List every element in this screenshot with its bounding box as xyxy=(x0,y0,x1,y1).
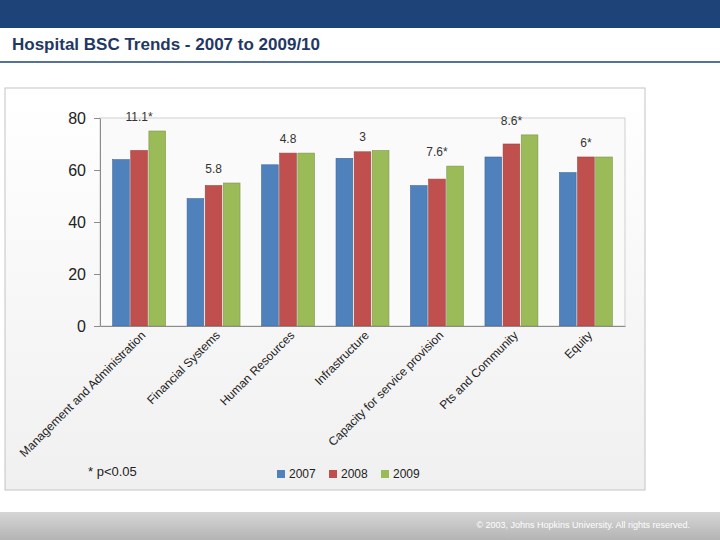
y-tick: 80 xyxy=(68,110,100,127)
bar xyxy=(280,153,297,326)
x-tick-label: Financial Systems xyxy=(144,328,223,407)
bar xyxy=(205,186,222,326)
bar xyxy=(131,151,148,327)
copyright: © 2003, Johns Hopkins University. All ri… xyxy=(476,520,690,530)
footnote: * p<0.05 xyxy=(88,464,137,479)
bar xyxy=(447,166,464,326)
annotation: 5.8 xyxy=(205,162,222,176)
y-tick: 0 xyxy=(77,318,100,335)
annotation: 3 xyxy=(359,130,366,144)
plot-area xyxy=(100,118,625,326)
annotation: 8.6* xyxy=(501,114,523,128)
x-tick: Infrastructure xyxy=(312,328,372,388)
series xyxy=(149,131,612,326)
bar xyxy=(578,157,595,326)
bar xyxy=(223,183,240,326)
y-tick-mark xyxy=(94,170,100,171)
y-tick-label: 60 xyxy=(68,162,86,179)
y-axis-line xyxy=(100,119,101,327)
header-bar xyxy=(0,0,720,28)
y-tick-mark xyxy=(94,274,100,275)
bar xyxy=(187,199,204,326)
y-tick-label: 20 xyxy=(68,266,86,283)
legend-swatch xyxy=(277,470,285,478)
x-tick-label: Capacity for service provision xyxy=(326,328,447,449)
x-axis: Management and AdministrationFinancial S… xyxy=(17,327,626,460)
x-tick: Pts and Community xyxy=(437,328,521,412)
y-tick-mark xyxy=(94,326,100,327)
bar xyxy=(149,131,166,326)
bar xyxy=(262,165,279,326)
y-tick-mark xyxy=(94,222,100,223)
legend: 2007 2008 2009 xyxy=(277,467,420,481)
y-tick-label: 0 xyxy=(77,318,86,335)
annotation: 6* xyxy=(580,136,592,150)
annotation: 11.1* xyxy=(126,110,153,124)
x-tick: Management and Administration xyxy=(17,328,149,460)
annotation: 7.6* xyxy=(426,145,448,159)
bar xyxy=(410,186,427,326)
legend-label: 2007 xyxy=(289,467,316,481)
x-tick-label: Pts and Community xyxy=(437,328,521,412)
slide: Hospital BSC Trends - 2007 to 2009/10 © 2… xyxy=(0,0,720,540)
bar xyxy=(113,160,130,326)
bar xyxy=(503,144,520,326)
bar xyxy=(298,153,315,326)
bar xyxy=(354,152,371,326)
annotations: 11.1* 5.8 4.8 3 7.6* 8.6* 6* xyxy=(126,110,592,176)
bar xyxy=(559,173,576,326)
legend-swatch xyxy=(329,470,337,478)
y-tick-label: 40 xyxy=(68,214,86,231)
x-tick-label: Infrastructure xyxy=(312,328,372,388)
legend-label: 2008 xyxy=(341,467,368,481)
chart-box xyxy=(5,88,645,490)
legend-label: 2009 xyxy=(393,467,420,481)
y-axis: 0 20 40 60 80 xyxy=(68,110,100,335)
x-tick-label: Management and Administration xyxy=(17,328,149,460)
y-tick: 60 xyxy=(68,162,100,179)
bars xyxy=(113,131,613,326)
x-tick: Capacity for service provision xyxy=(326,328,447,449)
bar xyxy=(372,151,389,327)
title: Hospital BSC Trends - 2007 to 2009/10 xyxy=(12,35,320,54)
y-tick: 40 xyxy=(68,214,100,231)
footer-bar xyxy=(0,512,720,540)
y-tick: 20 xyxy=(68,266,100,283)
x-axis-line xyxy=(101,326,626,327)
legend-swatch xyxy=(381,470,389,478)
x-tick: Financial Systems xyxy=(144,328,223,407)
bar xyxy=(485,157,502,326)
x-tick-label: Equity xyxy=(562,328,595,361)
bar xyxy=(596,157,613,326)
y-tick-label: 80 xyxy=(68,110,86,127)
x-tick: Equity xyxy=(562,328,595,361)
x-tick-label: Human Resources xyxy=(217,328,297,408)
title-rule xyxy=(0,61,720,63)
annotation: 4.8 xyxy=(280,132,297,146)
bar xyxy=(429,179,446,326)
bar xyxy=(521,135,538,326)
y-tick-mark xyxy=(94,118,100,119)
x-tick: Human Resources xyxy=(217,328,297,408)
bar xyxy=(336,158,353,326)
